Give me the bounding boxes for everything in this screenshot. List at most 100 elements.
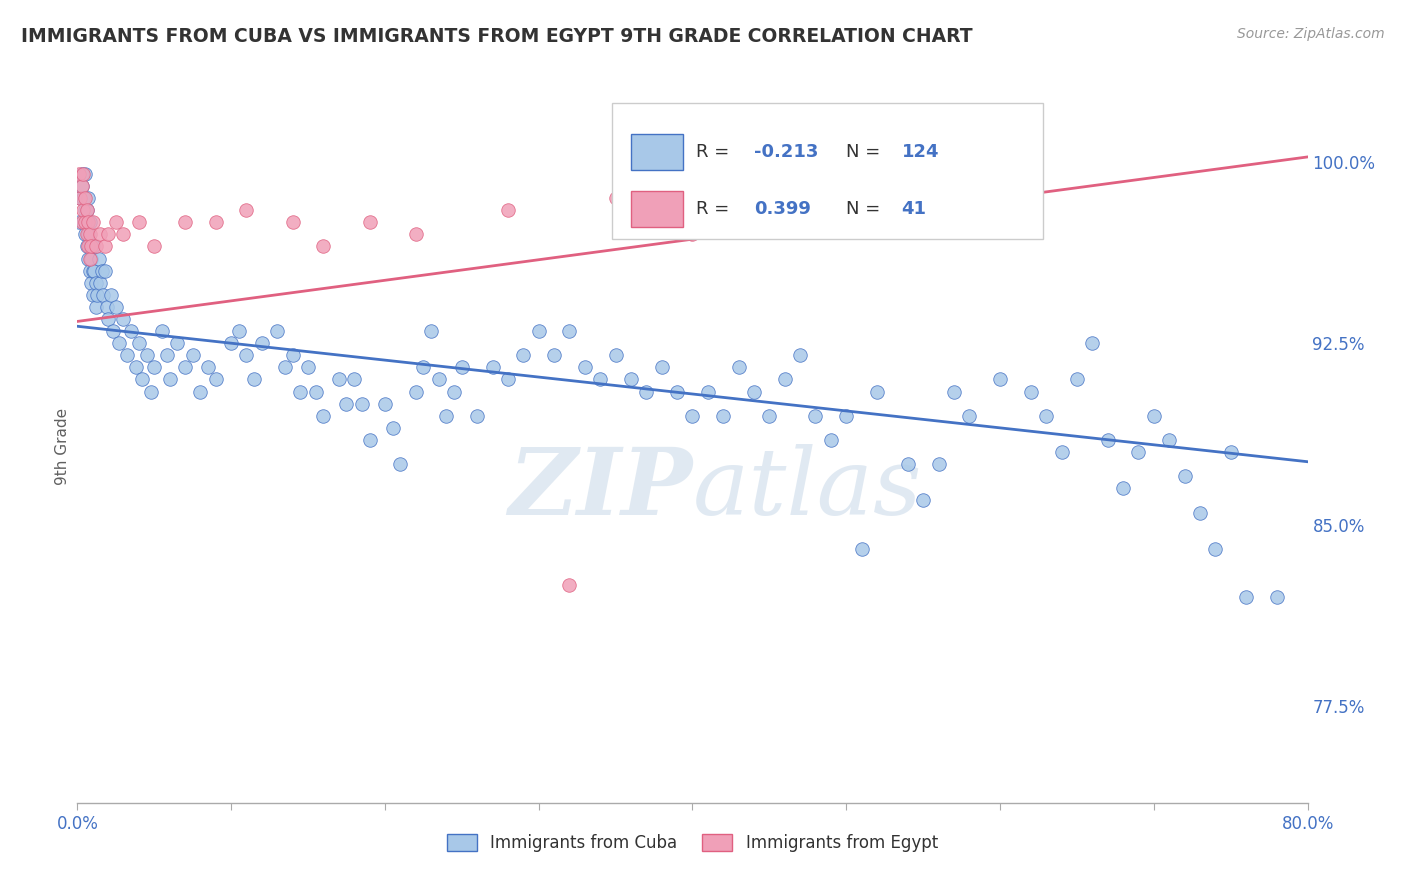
Point xyxy=(412,360,434,375)
Point xyxy=(73,191,96,205)
Point xyxy=(67,167,90,181)
Point xyxy=(120,324,142,338)
Point xyxy=(80,252,103,266)
Point xyxy=(87,252,110,266)
Point xyxy=(1112,481,1135,495)
Point xyxy=(94,239,117,253)
Point xyxy=(77,239,100,253)
Point xyxy=(450,360,472,375)
Point xyxy=(620,372,643,386)
Point xyxy=(235,203,257,218)
Point xyxy=(174,215,197,229)
Point xyxy=(76,227,98,242)
Point xyxy=(181,348,204,362)
Point xyxy=(335,397,357,411)
Text: 124: 124 xyxy=(901,143,939,161)
Point xyxy=(274,360,297,375)
Point xyxy=(73,167,96,181)
Text: R =: R = xyxy=(696,143,730,161)
Point xyxy=(70,178,93,193)
Point xyxy=(72,191,94,205)
Point xyxy=(112,227,135,242)
Point xyxy=(82,288,104,302)
Point xyxy=(90,263,114,277)
Point xyxy=(543,348,565,362)
Point xyxy=(70,167,93,181)
Point xyxy=(496,372,519,386)
Point xyxy=(204,372,226,386)
Point xyxy=(174,360,197,375)
Point xyxy=(897,457,920,471)
Point xyxy=(235,348,257,362)
Point xyxy=(758,409,780,423)
Point xyxy=(76,215,98,229)
Point xyxy=(79,227,101,242)
Point xyxy=(1188,506,1211,520)
Point xyxy=(527,324,550,338)
Text: 0.399: 0.399 xyxy=(754,200,811,218)
Point xyxy=(77,227,100,242)
Point xyxy=(73,227,96,242)
Point xyxy=(574,360,596,375)
Point xyxy=(381,421,404,435)
Point xyxy=(305,384,328,399)
Point xyxy=(197,360,219,375)
Point xyxy=(512,348,534,362)
Point xyxy=(312,409,335,423)
Point xyxy=(636,384,658,399)
Point xyxy=(1174,469,1197,483)
Point xyxy=(143,239,166,253)
Point xyxy=(79,252,101,266)
Point xyxy=(773,372,796,386)
Point xyxy=(82,263,104,277)
Point xyxy=(359,433,381,447)
Point xyxy=(76,239,98,253)
Point xyxy=(143,360,166,375)
Point xyxy=(128,215,150,229)
Point xyxy=(558,324,581,338)
Point xyxy=(69,191,91,205)
Point xyxy=(141,384,163,399)
Point xyxy=(1097,433,1119,447)
Point xyxy=(1234,590,1257,604)
Point xyxy=(135,348,157,362)
Point xyxy=(250,336,273,351)
Point xyxy=(436,409,458,423)
Point xyxy=(742,215,765,229)
Point xyxy=(89,227,111,242)
Text: -0.213: -0.213 xyxy=(754,143,818,161)
Point xyxy=(125,360,148,375)
Text: 41: 41 xyxy=(901,200,927,218)
Text: ZIP: ZIP xyxy=(508,444,693,533)
Point xyxy=(711,409,734,423)
Point xyxy=(1050,445,1073,459)
Text: IMMIGRANTS FROM CUBA VS IMMIGRANTS FROM EGYPT 9TH GRADE CORRELATION CHART: IMMIGRANTS FROM CUBA VS IMMIGRANTS FROM … xyxy=(21,27,973,45)
Point xyxy=(651,215,673,229)
Point xyxy=(820,433,842,447)
Point xyxy=(159,372,181,386)
Point xyxy=(359,215,381,229)
Point xyxy=(94,263,117,277)
Point xyxy=(988,372,1011,386)
Point xyxy=(405,384,427,399)
Point xyxy=(682,409,704,423)
Point xyxy=(96,300,118,314)
Point xyxy=(77,252,100,266)
Point xyxy=(1128,445,1150,459)
Point xyxy=(696,384,718,399)
Point xyxy=(115,348,138,362)
Point xyxy=(897,191,920,205)
Point xyxy=(558,578,581,592)
Point xyxy=(76,203,98,218)
Point xyxy=(957,409,980,423)
Point xyxy=(666,384,689,399)
Point xyxy=(851,541,873,556)
Point xyxy=(76,203,98,218)
Point xyxy=(73,203,96,218)
Point xyxy=(72,203,94,218)
Point xyxy=(80,276,103,290)
Point xyxy=(77,191,100,205)
Point xyxy=(97,312,120,326)
Text: Source: ZipAtlas.com: Source: ZipAtlas.com xyxy=(1237,27,1385,41)
Point xyxy=(804,409,827,423)
